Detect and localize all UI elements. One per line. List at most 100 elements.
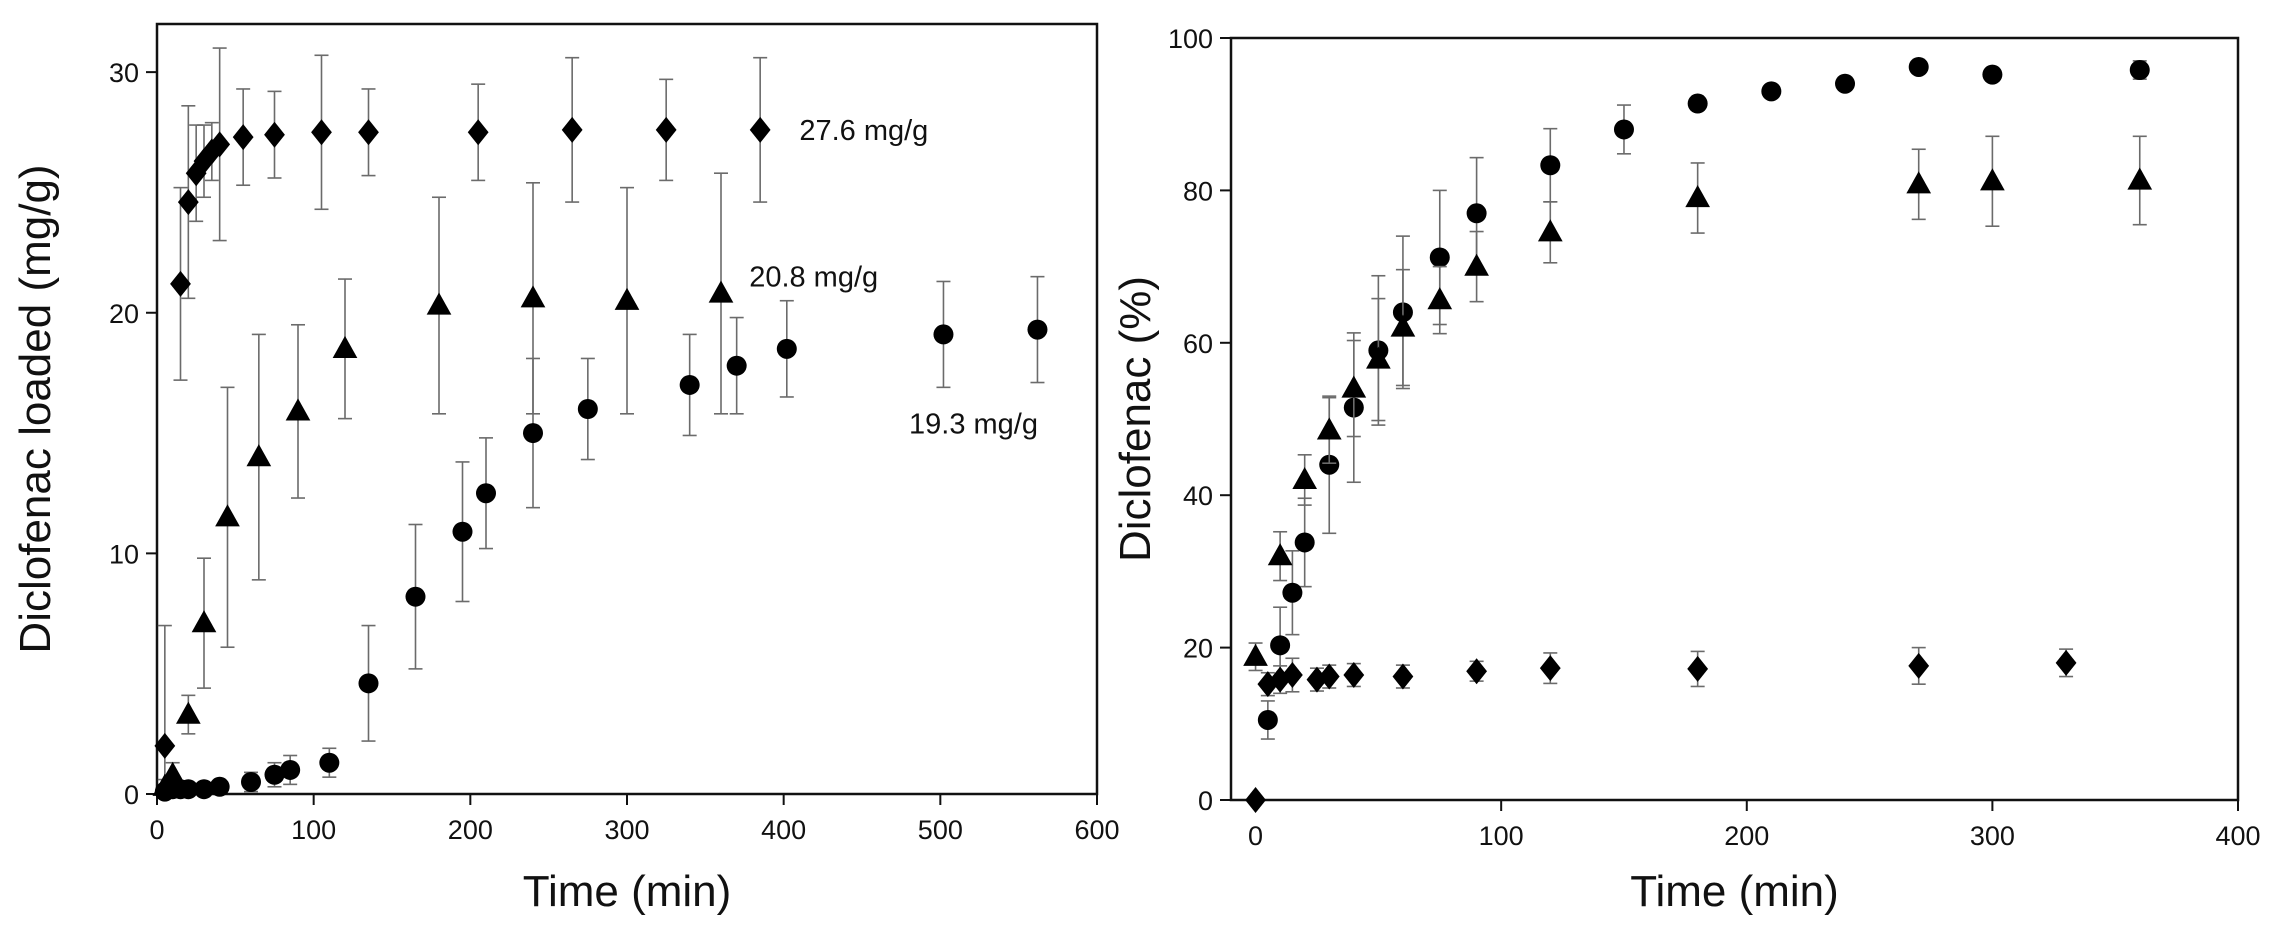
x-tick-label: 600 bbox=[1074, 815, 1119, 845]
data-point-diamond bbox=[154, 732, 176, 759]
data-point-diamond bbox=[201, 138, 223, 165]
data-point-triangle bbox=[426, 292, 452, 315]
data-point-diamond bbox=[1318, 663, 1340, 690]
data-point-circle bbox=[523, 423, 543, 444]
data-point-circle bbox=[280, 759, 301, 780]
annotation-label: 27.6 mg/g bbox=[799, 115, 928, 147]
data-point-circle bbox=[1429, 247, 1450, 268]
data-point-diamond bbox=[2055, 649, 2077, 676]
x-tick-label: 100 bbox=[1479, 821, 1524, 851]
data-point-diamond bbox=[358, 119, 379, 146]
data-point-diamond bbox=[311, 119, 332, 146]
data-point-diamond bbox=[749, 116, 771, 143]
x-tick-label: 0 bbox=[1248, 821, 1263, 851]
data-point-triangle bbox=[1980, 168, 2005, 191]
x-axis-label: Time (min) bbox=[1630, 867, 1839, 916]
data-point-triangle bbox=[191, 610, 217, 633]
data-point-circle bbox=[1540, 155, 1561, 176]
data-point-triangle bbox=[1537, 219, 1563, 242]
data-point-triangle bbox=[215, 504, 240, 527]
data-point-triangle bbox=[1316, 417, 1342, 440]
data-point-circle bbox=[2129, 60, 2150, 81]
data-point-diamond bbox=[655, 116, 677, 143]
data-point-circle bbox=[452, 521, 473, 542]
data-point-diamond bbox=[467, 119, 489, 146]
series-circle bbox=[154, 275, 1048, 802]
data-point-circle bbox=[1982, 64, 2003, 85]
y-tick-label: 100 bbox=[1168, 24, 1213, 54]
data-point-circle bbox=[209, 776, 230, 797]
data-point-triangle bbox=[1427, 287, 1453, 310]
data-point-triangle bbox=[1366, 346, 1391, 369]
y-axis-label: Diclofenac (%) bbox=[1111, 276, 1160, 562]
data-point-circle bbox=[1835, 73, 1856, 94]
data-point-circle bbox=[1613, 119, 1634, 140]
data-point-circle bbox=[405, 586, 426, 607]
data-point-triangle bbox=[1243, 643, 1268, 666]
data-point-triangle bbox=[246, 444, 272, 467]
annotation-label: 20.8 mg/g bbox=[749, 262, 878, 294]
series-circle bbox=[1257, 56, 2150, 740]
x-tick-label: 300 bbox=[604, 815, 649, 845]
data-point-circle bbox=[679, 374, 700, 395]
data-point-circle bbox=[1761, 81, 1782, 102]
data-point-diamond bbox=[1245, 787, 1266, 813]
data-point-diamond bbox=[1539, 655, 1561, 682]
y-tick-label: 0 bbox=[124, 780, 139, 810]
y-tick-label: 0 bbox=[1198, 786, 1213, 816]
data-point-circle bbox=[776, 338, 797, 359]
data-point-triangle bbox=[160, 761, 186, 784]
x-axis-label: Time (min) bbox=[523, 867, 732, 916]
x-tick-label: 400 bbox=[2215, 821, 2260, 851]
data-point-diamond bbox=[209, 131, 231, 158]
data-point-circle bbox=[194, 779, 214, 800]
x-tick-label: 200 bbox=[1724, 821, 1769, 851]
data-point-triangle bbox=[2127, 167, 2153, 190]
x-tick-label: 100 bbox=[291, 815, 336, 845]
data-point-circle bbox=[1319, 454, 1340, 475]
series-diamond bbox=[1245, 646, 2077, 813]
x-tick-label: 200 bbox=[448, 815, 493, 845]
y-tick-label: 80 bbox=[1183, 176, 1213, 206]
y-tick-label: 40 bbox=[1183, 481, 1213, 511]
data-point-circle bbox=[264, 764, 285, 785]
data-point-diamond bbox=[1392, 663, 1414, 690]
data-point-triangle bbox=[708, 280, 734, 303]
data-point-diamond bbox=[177, 189, 199, 216]
y-tick-label: 10 bbox=[109, 539, 139, 569]
data-point-circle bbox=[577, 399, 598, 419]
data-point-triangle bbox=[332, 335, 358, 358]
data-point-circle bbox=[1027, 319, 1048, 340]
data-point-triangle bbox=[1464, 253, 1489, 276]
y-axis-label: Diclofenac loaded (mg/g) bbox=[11, 164, 60, 653]
series-triangle bbox=[1243, 135, 2153, 672]
data-point-triangle bbox=[1906, 171, 1932, 194]
data-point-triangle bbox=[614, 287, 640, 310]
data-point-diamond bbox=[1269, 666, 1291, 693]
x-tick-label: 400 bbox=[761, 815, 806, 845]
series-diamond bbox=[154, 47, 771, 795]
data-point-circle bbox=[726, 355, 747, 376]
data-point-diamond bbox=[1466, 658, 1488, 685]
y-tick-label: 20 bbox=[109, 299, 139, 329]
data-point-triangle bbox=[1341, 375, 1367, 398]
annotation-label: 19.3 mg/g bbox=[909, 408, 1038, 440]
data-point-triangle bbox=[285, 398, 311, 421]
data-point-circle bbox=[1282, 582, 1303, 603]
data-point-triangle bbox=[1292, 466, 1318, 490]
data-point-circle bbox=[358, 673, 379, 694]
data-point-circle bbox=[178, 779, 199, 800]
y-tick-label: 60 bbox=[1183, 329, 1213, 359]
left-chart-panel: 0 100 200 300 400 500 600 0 10 20 30 Time (min) Dicl… bbox=[11, 22, 1120, 916]
data-point-circle bbox=[933, 324, 954, 345]
data-point-diamond bbox=[264, 121, 285, 148]
data-point-triangle bbox=[175, 701, 201, 724]
data-point-diamond bbox=[1343, 662, 1365, 689]
x-tick-label: 300 bbox=[1970, 821, 2015, 851]
data-point-diamond bbox=[1282, 662, 1303, 689]
data-point-circle bbox=[1687, 93, 1708, 114]
right-chart-panel: 0 100 200 300 400 0 20 40 60 80 100 Time (min) Diclo… bbox=[1111, 24, 2261, 916]
data-point-diamond bbox=[1257, 671, 1279, 698]
data-point-triangle bbox=[1685, 185, 1711, 208]
